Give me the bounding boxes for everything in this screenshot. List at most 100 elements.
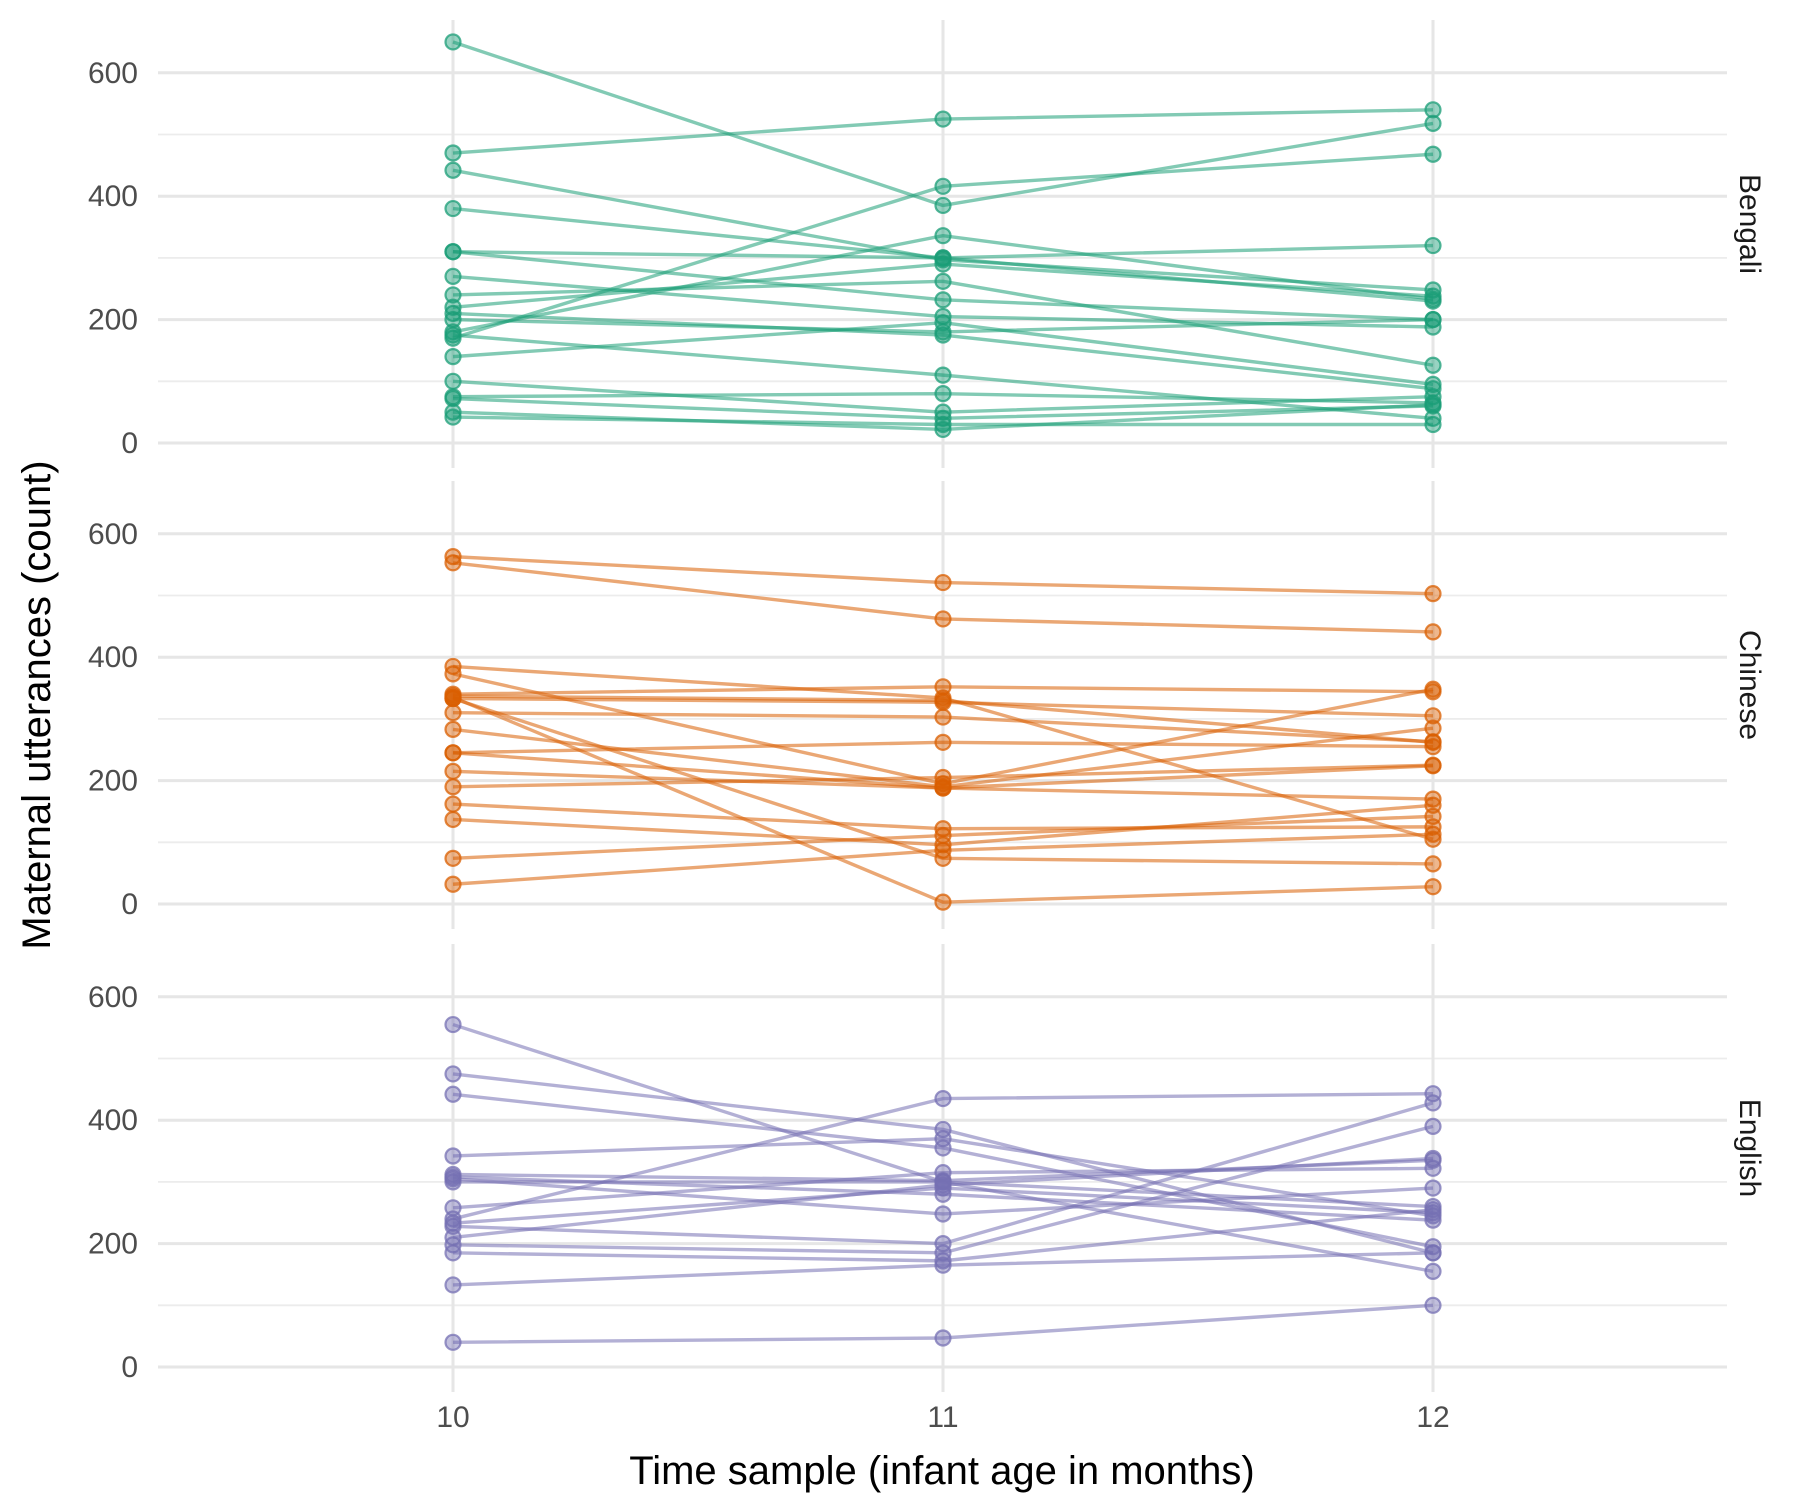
data-point: [934, 366, 952, 384]
data-point: [444, 720, 462, 738]
y-tick-label: 400: [88, 1104, 138, 1137]
facet-strip-label: Bengali: [1733, 174, 1766, 274]
subject-line: [452, 696, 1434, 718]
data-point: [1424, 1238, 1442, 1256]
subject-line: [452, 391, 1434, 405]
data-point: [934, 415, 952, 434]
data-point: [1424, 1117, 1442, 1135]
subject-line: [453, 1180, 1434, 1274]
data-point: [444, 1065, 462, 1083]
data-point: [444, 408, 462, 426]
data-point: [1424, 623, 1442, 641]
data-point: [934, 1256, 952, 1274]
y-axis-title: Maternal utterances (count): [15, 460, 59, 949]
subject-line: [452, 40, 1434, 208]
data-point: [1424, 375, 1442, 393]
data-point: [444, 243, 462, 261]
data-point: [1424, 756, 1442, 774]
data-point: [1424, 415, 1442, 434]
y-tick-label: 200: [88, 1228, 138, 1261]
subject-line: [452, 1137, 1434, 1218]
data-point: [1424, 1244, 1442, 1262]
data-point: [444, 161, 462, 179]
data-point: [444, 778, 462, 796]
data-point: [444, 554, 462, 572]
data-point: [444, 144, 462, 162]
data-point: [444, 1085, 462, 1103]
data-point: [444, 1333, 462, 1351]
y-tick-label: 0: [121, 888, 138, 921]
data-point: [934, 255, 952, 273]
x-tick-label: 12: [1416, 1401, 1449, 1434]
data-point: [444, 762, 462, 780]
data-point: [934, 1090, 952, 1108]
x-axis-title: Time sample (infant age in months): [629, 1449, 1254, 1493]
data-point: [934, 693, 952, 711]
data-point: [1424, 585, 1442, 603]
subject-line: [452, 1251, 1434, 1287]
x-tick-label: 10: [436, 1401, 469, 1434]
y-tick-label: 600: [88, 981, 138, 1014]
data-point: [444, 298, 462, 316]
subject-line: [452, 233, 1434, 334]
subject-line: [452, 152, 1434, 340]
data-point: [1424, 1296, 1442, 1314]
data-point: [444, 704, 462, 722]
data-point: [934, 420, 952, 439]
data-point: [444, 267, 462, 286]
data-point: [1424, 733, 1442, 751]
data-point: [934, 1130, 952, 1148]
data-point: [934, 573, 952, 592]
data-point: [934, 110, 952, 128]
data-point: [934, 826, 952, 845]
data-point: [1424, 290, 1442, 308]
data-point: [444, 1276, 462, 1294]
subject-line: [452, 279, 1434, 367]
data-point: [444, 372, 462, 390]
subject-line: [452, 803, 1434, 847]
data-point: [1424, 830, 1442, 848]
data-point: [1424, 878, 1442, 896]
data-point: [444, 665, 462, 683]
facet-series-english: [444, 1015, 1442, 1351]
data-point: [1424, 719, 1442, 737]
data-point: [1424, 114, 1442, 132]
data-point: [934, 291, 952, 309]
data-point: [444, 1244, 462, 1262]
data-point: [444, 1147, 462, 1165]
data-point: [1424, 145, 1442, 163]
facet-panel-bengali: [158, 20, 1727, 468]
subject-line: [452, 396, 1434, 421]
data-point: [444, 689, 462, 708]
data-point: [1424, 790, 1442, 808]
subject-line: [452, 664, 1434, 841]
data-point: [934, 314, 952, 332]
y-tick-label: 600: [88, 518, 138, 551]
subject-line: [452, 1091, 1434, 1221]
y-tick-label: 0: [121, 427, 138, 460]
subject-line: [452, 554, 1434, 596]
y-tick-label: 400: [88, 180, 138, 213]
data-point: [934, 849, 952, 867]
data-point: [1424, 311, 1442, 329]
subject-line: [452, 740, 1434, 755]
data-point: [444, 849, 462, 867]
data-point: [444, 875, 462, 893]
data-point: [1424, 356, 1442, 374]
subject-line: [452, 243, 1434, 260]
data-point: [444, 348, 462, 366]
subject-line: [452, 695, 1434, 904]
data-point: [1424, 1201, 1442, 1219]
subject-line: [452, 262, 1434, 309]
data-point: [1424, 101, 1442, 119]
data-point: [934, 708, 952, 726]
data-point: [1424, 396, 1442, 414]
facet-strip-label: Chinese: [1733, 630, 1766, 740]
subject-line: [452, 672, 1434, 786]
subject-line: [452, 108, 1434, 155]
data-point: [934, 1252, 952, 1270]
facet-series-bengali: [444, 33, 1442, 439]
data-point: [1424, 1179, 1442, 1197]
data-point: [444, 548, 462, 566]
